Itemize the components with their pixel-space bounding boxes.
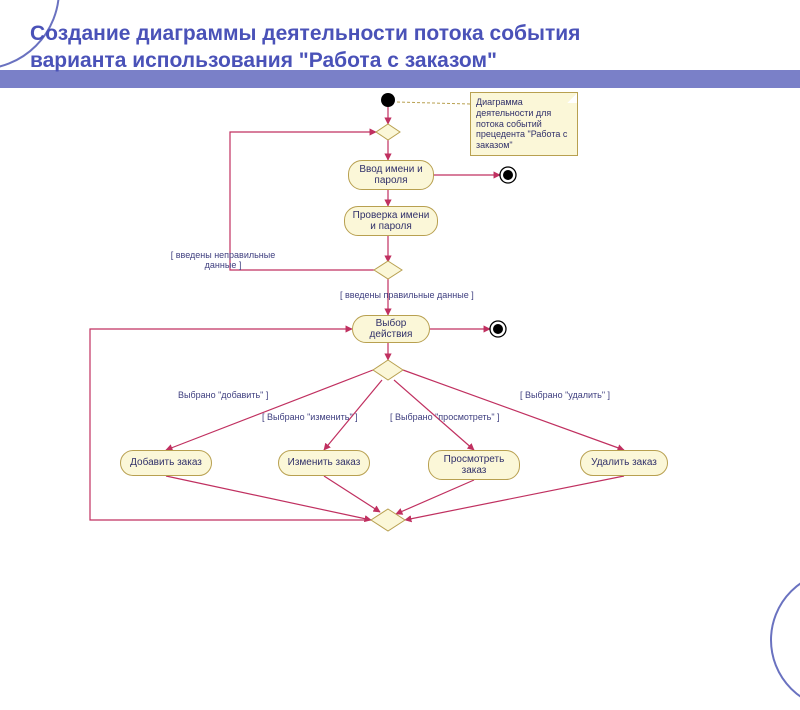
activity-a3: Выбор действия bbox=[352, 315, 430, 343]
decision-d2 bbox=[374, 261, 402, 279]
note-connector bbox=[396, 102, 470, 104]
edge-14 bbox=[324, 476, 380, 512]
title-line-2: варианта использования "Работа с заказом… bbox=[30, 49, 497, 72]
final-node-dot-end2 bbox=[493, 324, 503, 334]
activity-a4: Добавить заказ bbox=[120, 450, 212, 476]
activity-a7: Удалить заказ bbox=[580, 450, 668, 476]
page-title: Создание диаграммы деятельности потока с… bbox=[30, 20, 770, 75]
edge-12 bbox=[403, 370, 624, 450]
edge-16 bbox=[405, 476, 624, 520]
activity-a6: Просмотреть заказ bbox=[428, 450, 520, 480]
edge-9 bbox=[166, 370, 373, 450]
diagram-note: Диаграмма деятельности для потока событи… bbox=[470, 92, 578, 156]
activity-a2: Проверка имени и пароля bbox=[344, 206, 438, 236]
edge-label-12: [ Выбрано "удалить" ] bbox=[520, 390, 610, 400]
edge-label-6: [ введены неправильные данные ] bbox=[168, 250, 278, 270]
decorative-arc-bottom-right bbox=[770, 570, 800, 710]
final-node-dot-end1 bbox=[503, 170, 513, 180]
edge-label-9: Выбрано "добавить" ] bbox=[178, 390, 268, 400]
decision-d3 bbox=[373, 360, 403, 380]
title-line-1: Создание диаграммы деятельности потока с… bbox=[30, 22, 580, 45]
activity-diagram: [ введены правильные данные ] [ введены н… bbox=[50, 90, 730, 580]
activity-a5: Изменить заказ bbox=[278, 450, 370, 476]
edge-label-5: [ введены правильные данные ] bbox=[340, 290, 474, 300]
edge-13 bbox=[166, 476, 371, 520]
activity-a1: Ввод имени и пароля bbox=[348, 160, 434, 190]
decision-d1 bbox=[376, 124, 400, 140]
initial-node bbox=[381, 93, 395, 107]
edge-label-10: [ Выбрано "изменить" ] bbox=[262, 412, 358, 422]
edge-label-11: [ Выбрано "просмотреть" ] bbox=[390, 412, 500, 422]
